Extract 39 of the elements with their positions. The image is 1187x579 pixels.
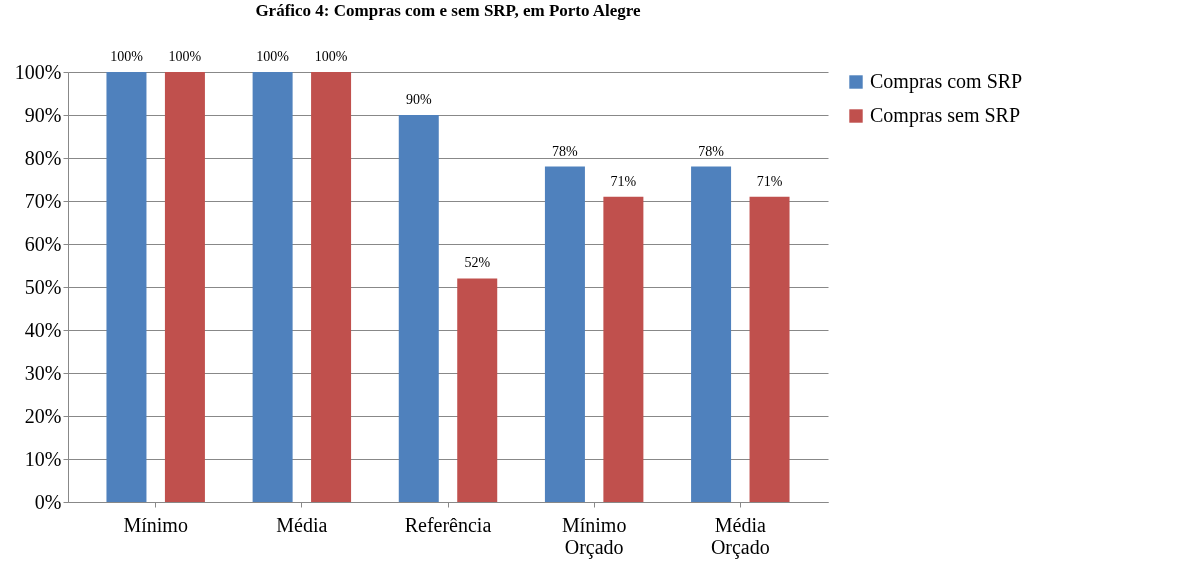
data-label: 78% (552, 143, 579, 159)
y-tick-label: 90% (24, 103, 62, 126)
legend-label: Compras sem SRP (870, 104, 1021, 127)
y-tick-label: 0% (34, 490, 62, 513)
x-tick-label: Média Orçado (710, 513, 770, 559)
y-tick-label: 70% (24, 189, 62, 212)
data-label: 78% (698, 143, 725, 159)
data-label: 52% (464, 255, 491, 271)
bar (457, 278, 498, 502)
bar (749, 196, 790, 502)
y-tick-label: 50% (24, 275, 62, 298)
y-tick-label: 80% (24, 146, 62, 169)
y-tick-label: 20% (24, 404, 62, 427)
data-label: 100% (256, 49, 290, 64)
bar (691, 166, 732, 502)
bar (164, 72, 205, 502)
legend-label: Compras com SRP (870, 70, 1023, 93)
bar (311, 72, 352, 502)
data-label: 100% (314, 49, 348, 64)
data-label: 71% (610, 173, 637, 189)
bar (603, 196, 644, 502)
y-tick-label: 100% (14, 60, 62, 83)
data-label: 90% (405, 92, 432, 107)
data-label: 71% (756, 173, 783, 189)
y-tick-label: 10% (24, 447, 62, 470)
bar (398, 115, 439, 502)
data-label: 100% (168, 49, 202, 64)
y-tick-label: 40% (24, 318, 62, 341)
x-tick-label: Referência (404, 513, 492, 536)
y-tick-label: 60% (24, 232, 62, 255)
data-label: 100% (110, 49, 144, 64)
x-tick-label: Mínimo Orçado (561, 513, 627, 559)
x-tick-label: Média (276, 513, 328, 536)
y-tick-label: 30% (24, 361, 62, 384)
bar (106, 72, 147, 502)
chart-title: Gráfico 4: Compras com e sem SRP, em Porto Alegre (255, 1, 642, 20)
x-tick-label: Mínimo (123, 513, 188, 536)
bar (544, 166, 585, 502)
bar (252, 72, 293, 502)
